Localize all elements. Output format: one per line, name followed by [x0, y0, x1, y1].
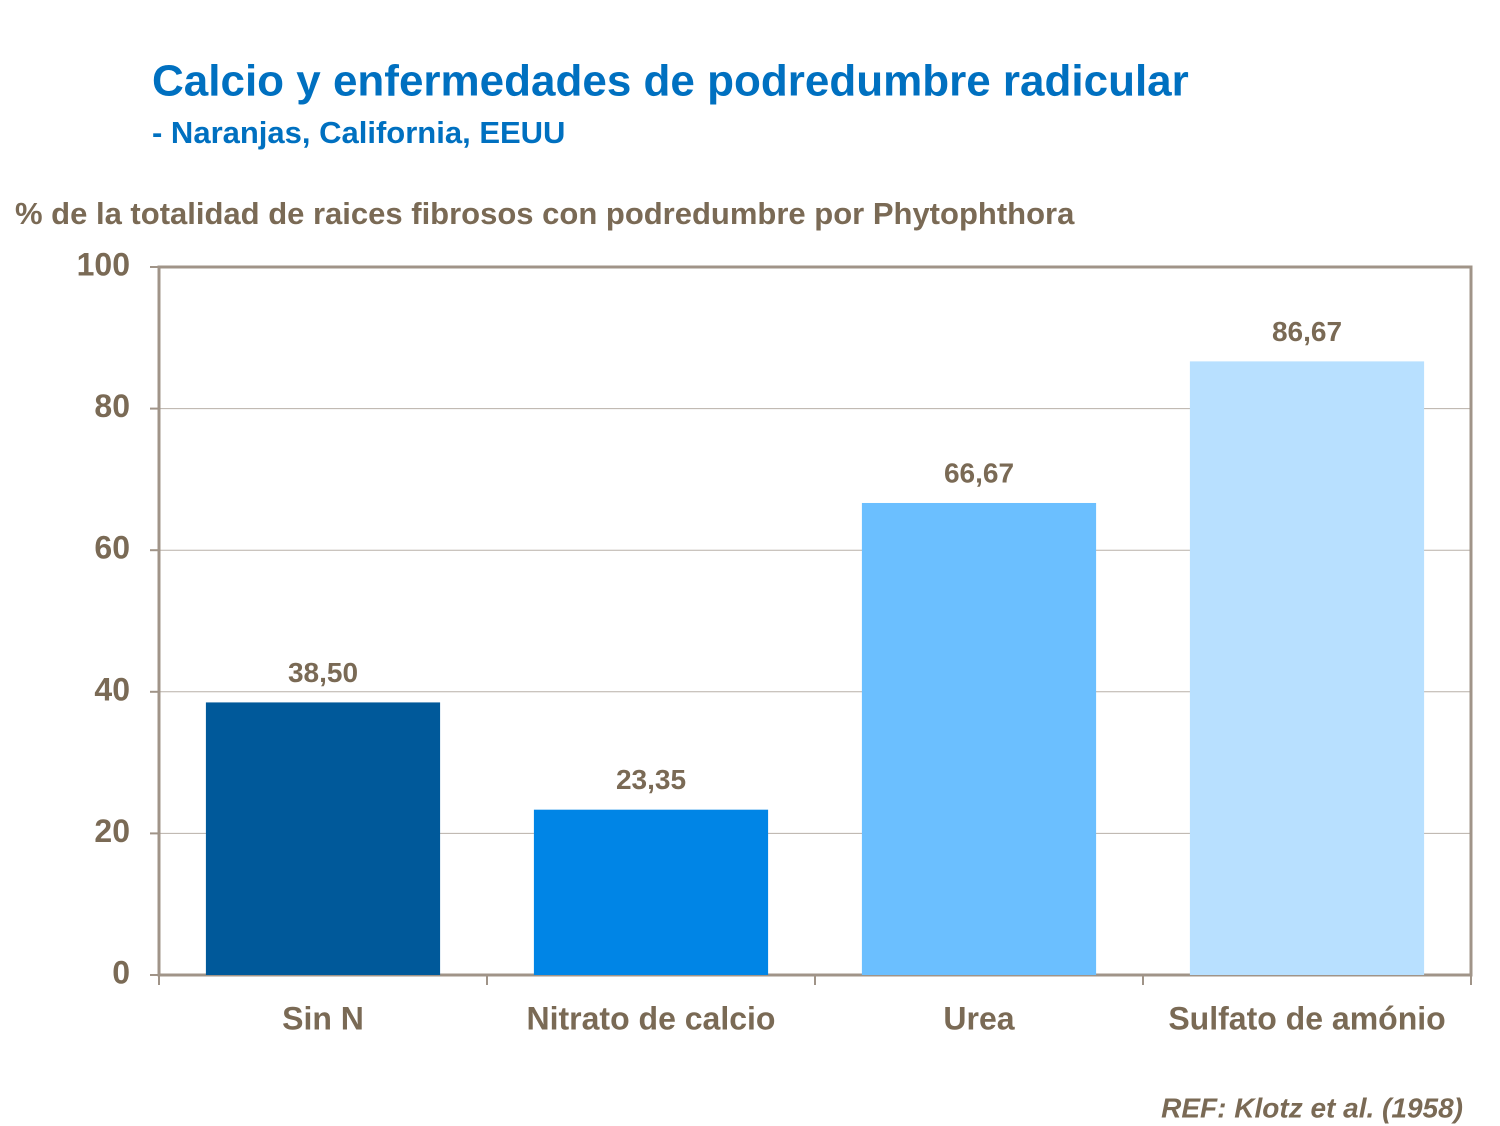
- y-tick-label: 40: [94, 671, 130, 707]
- x-tick-label: Sin N: [282, 1000, 364, 1036]
- x-tick-label: Nitrato de calcio: [527, 1000, 776, 1036]
- value-label: 86,67: [1272, 316, 1342, 347]
- chart-subtitle: - Naranjas, California, EEUU: [152, 115, 565, 150]
- y-axis-label: % de la totalidad de raices fibrosos con…: [15, 196, 1075, 231]
- y-tick-label: 60: [94, 530, 130, 566]
- value-label: 38,50: [288, 657, 358, 688]
- chart-title: Calcio y enfermedades de podredumbre rad…: [152, 57, 1189, 106]
- value-label: 23,35: [616, 764, 686, 795]
- y-tick-label: 20: [94, 813, 130, 849]
- y-tick-label: 0: [112, 954, 130, 990]
- value-label: 66,67: [944, 457, 1014, 488]
- x-tick-label: Sulfato de amónio: [1168, 1000, 1445, 1036]
- reference-note: REF: Klotz et al. (1958): [1161, 1092, 1463, 1123]
- bar: [205, 702, 441, 975]
- bar: [861, 502, 1097, 975]
- bar: [533, 809, 769, 975]
- y-tick-label: 80: [94, 388, 130, 424]
- x-tick-label: Urea: [943, 1000, 1014, 1036]
- bar: [1189, 361, 1425, 975]
- y-tick-label: 100: [77, 246, 130, 282]
